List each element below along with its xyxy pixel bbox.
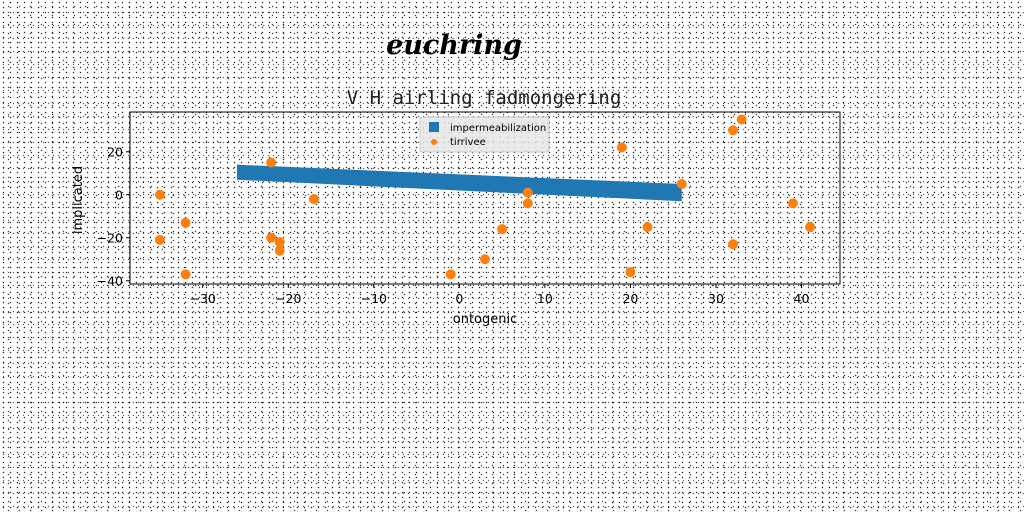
legend-label-tirrivee: tirrivee — [450, 137, 486, 148]
legend-swatch-impermeabilization — [429, 122, 439, 132]
x-tick-label: 30 — [708, 291, 724, 306]
chart-suptitle: euchring — [386, 30, 522, 61]
data-point-tirrivee-19 — [728, 239, 739, 250]
y-tick-label: 20 — [107, 144, 123, 159]
data-point-tirrivee-17 — [676, 179, 687, 190]
data-point-tirrivee-21 — [787, 198, 798, 209]
data-point-tirrivee-13 — [522, 198, 533, 209]
data-point-tirrivee-18 — [728, 125, 739, 136]
data-point-tirrivee-6 — [274, 237, 285, 248]
data-point-tirrivee-3 — [180, 269, 191, 280]
data-point-tirrivee-0 — [154, 189, 165, 200]
data-point-tirrivee-4 — [266, 157, 277, 168]
legend: impermeabilization tirrivee — [419, 116, 550, 153]
y-tick-label: −40 — [97, 273, 123, 288]
x-tick-label: 0 — [455, 291, 463, 306]
data-point-tirrivee-16 — [642, 222, 653, 233]
data-point-tirrivee-2 — [180, 217, 191, 228]
y-axis-label: implicated — [71, 166, 86, 234]
plot-area — [129, 111, 841, 285]
x-tick-label: 20 — [622, 291, 638, 306]
x-tick-label: −10 — [361, 291, 387, 306]
band-impermeabilization — [236, 164, 682, 202]
data-point-tirrivee-22 — [805, 222, 816, 233]
data-point-tirrivee-8 — [308, 194, 319, 205]
series-layer — [154, 114, 816, 280]
x-tick-label: 10 — [537, 291, 553, 306]
legend-label-impermeabilization: impermeabilization — [450, 123, 546, 134]
x-axis-label: ontogenic — [453, 312, 518, 327]
data-point-tirrivee-11 — [497, 224, 508, 235]
data-point-tirrivee-20 — [736, 114, 747, 125]
y-axis-ticks: −40 −20 0 20 — [97, 144, 130, 288]
x-tick-label: −30 — [190, 291, 216, 306]
data-point-tirrivee-14 — [616, 142, 627, 153]
x-tick-label: 40 — [794, 291, 810, 306]
data-point-tirrivee-15 — [625, 267, 636, 278]
data-point-tirrivee-10 — [480, 254, 490, 265]
data-point-tirrivee-7 — [274, 245, 285, 256]
y-tick-label: −20 — [97, 230, 123, 245]
data-point-tirrivee-1 — [154, 234, 165, 245]
data-point-tirrivee-9 — [445, 269, 456, 280]
chart-title: V H airling fadmongering — [347, 87, 622, 109]
x-axis-ticks: −30 −20 −10 0 10 20 30 40 — [190, 284, 810, 306]
legend-box — [419, 116, 550, 153]
x-tick-label: −20 — [275, 291, 301, 306]
data-point-tirrivee-12 — [522, 187, 533, 198]
y-tick-label: 0 — [115, 187, 123, 202]
data-point-tirrivee-5 — [266, 232, 277, 243]
legend-marker-tirrivee — [431, 139, 437, 145]
